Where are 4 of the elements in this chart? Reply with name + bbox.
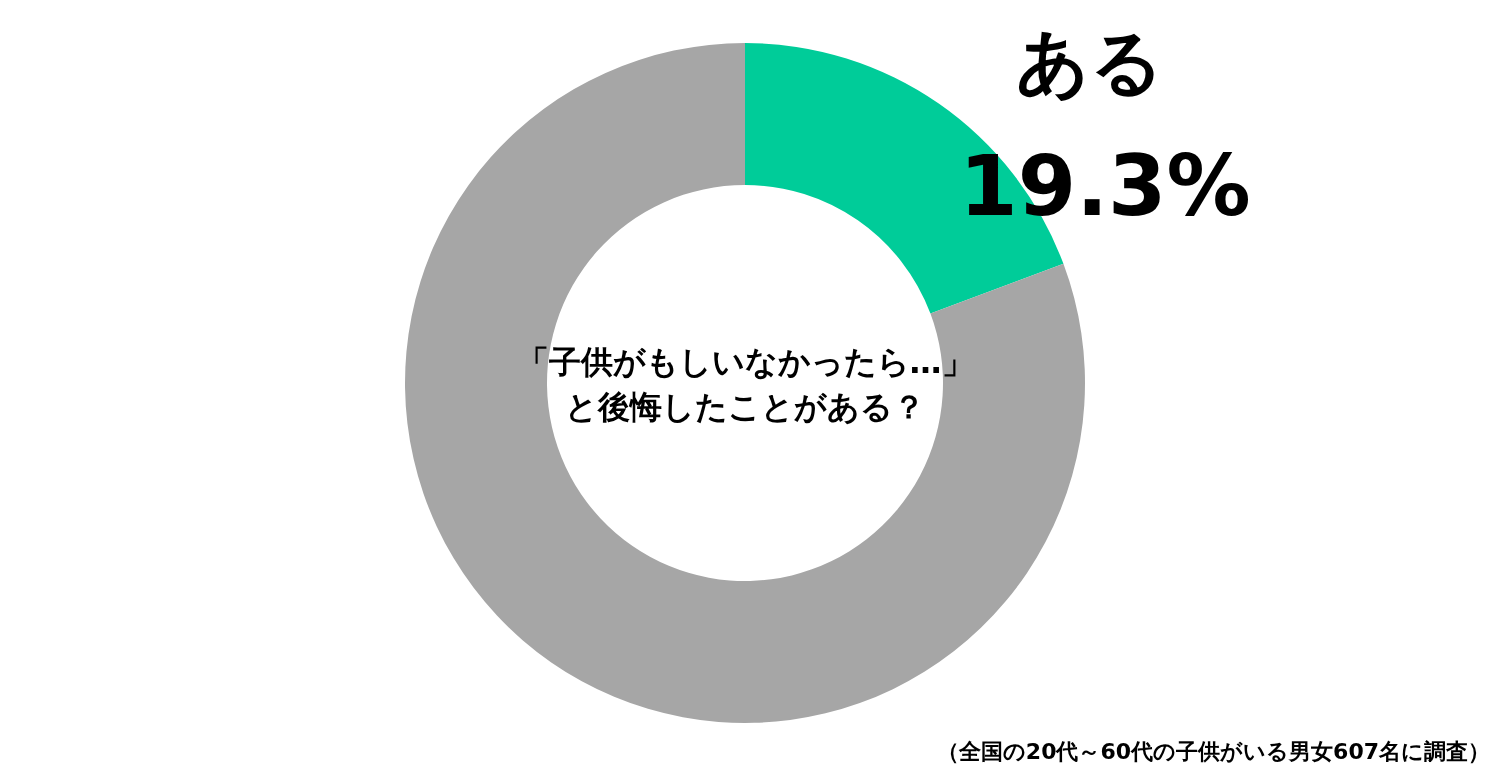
text: （全国の20代～60代の子供がいる男女607名に調査） bbox=[936, 739, 1490, 764]
text: と後悔したことがある？ bbox=[565, 388, 925, 426]
text: 「子供がもしいなかったら…」 bbox=[516, 343, 974, 381]
slice-label: ある bbox=[1016, 20, 1164, 104]
